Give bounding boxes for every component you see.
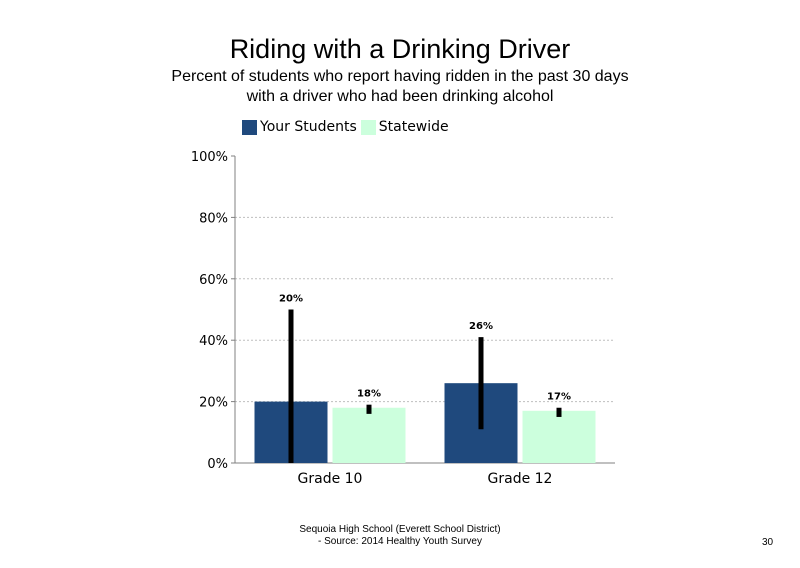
footer-school: Sequoia High School (Everett School Dist… [299,524,501,535]
y-tick-label: 20% [199,396,228,411]
legend-label-your-students: Your Students [260,119,357,135]
footer-source: - Source: 2014 Healthy Youth Survey [318,536,482,547]
y-tick-label: 80% [199,211,228,226]
bar [522,410,596,463]
y-tick-label: 0% [207,457,228,472]
legend-label-statewide: Statewide [378,119,449,135]
bar [332,407,406,463]
x-tick-label: Grade 12 [488,471,553,487]
legend-swatch-your-students [242,119,257,135]
x-tick-label: Grade 10 [298,471,363,487]
page-number: 30 [762,537,774,548]
legend-item-statewide: Statewide [360,119,449,135]
y-tick-label: 40% [199,334,228,349]
legend-item-your-students: Your Students [242,119,357,135]
data-label: 17% [547,392,571,403]
legend: Your Students Statewide [242,119,453,135]
data-label: 20% [279,294,303,305]
data-label: 26% [469,321,493,332]
chart-title: Riding with a Drinking Driver [229,34,571,64]
legend-swatch-statewide [360,119,376,135]
y-tick-label: 60% [199,273,228,288]
y-tick-label: 100% [191,150,228,165]
footer: Sequoia High School (Everett School Dist… [0,524,800,548]
chart-subtitle: Percent of students who report having ri… [171,68,629,105]
data-label: 18% [357,389,381,400]
